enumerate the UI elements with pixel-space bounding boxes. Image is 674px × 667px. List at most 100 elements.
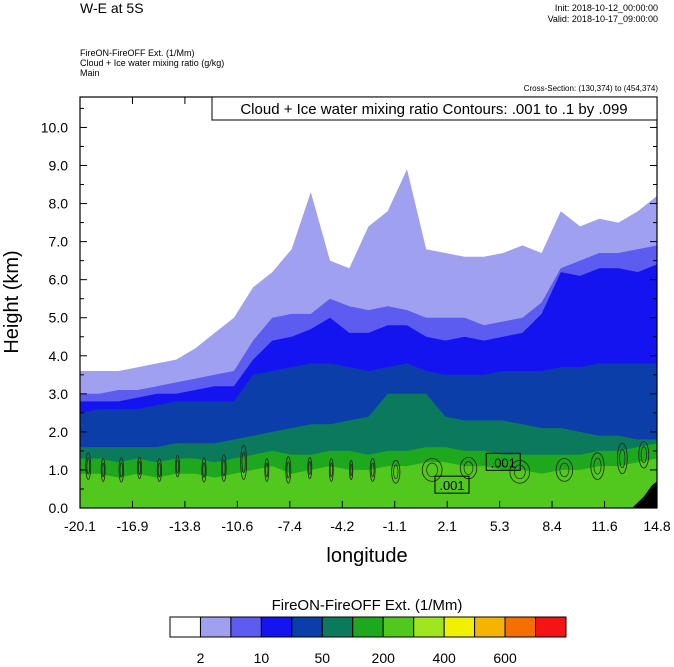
valid-time-label: Valid: 2018-10-17_09:00:00 xyxy=(547,14,658,24)
contour-labels: .001 .001 xyxy=(434,452,521,494)
contour-line xyxy=(85,452,92,480)
x-tick-label: 8.4 xyxy=(542,518,562,534)
y-tick-label: 0.0 xyxy=(49,500,69,516)
filled-contours xyxy=(80,169,657,508)
contour-line xyxy=(619,449,626,469)
y-tick-label: 6.0 xyxy=(49,272,69,288)
contour-line xyxy=(156,458,162,482)
field-info-line: Main xyxy=(80,68,100,78)
contour-line xyxy=(616,442,628,475)
contour-line xyxy=(101,462,105,478)
colorbar-box xyxy=(504,616,537,638)
contour-legend-text: Cloud + Ice water mixing ratio Contours:… xyxy=(240,101,627,118)
y-axis-title: Height (km) xyxy=(1,250,23,353)
colorbar-tick-label: 50 xyxy=(315,650,331,666)
contour-line xyxy=(421,458,443,482)
y-tick-label: 5.0 xyxy=(49,310,69,326)
colorbar-box xyxy=(413,616,445,638)
contour-line xyxy=(202,462,206,478)
field-info-line: Cloud + Ice water mixing ratio (g/kg) xyxy=(80,58,225,68)
init-time-label: Init: 2018-10-12_00:00:00 xyxy=(554,3,658,13)
contour-line xyxy=(559,462,570,478)
contour-line xyxy=(286,461,291,479)
x-tick-label: 11.6 xyxy=(591,518,617,534)
contour-line xyxy=(329,462,333,478)
x-axis-title: longitude xyxy=(326,545,407,567)
contour-line xyxy=(391,460,401,484)
contour-line xyxy=(119,462,123,478)
terrain-fill xyxy=(632,481,657,508)
contour-line xyxy=(349,463,353,477)
colorbar-box xyxy=(199,616,232,638)
contour-line xyxy=(640,446,647,464)
contour-line xyxy=(463,461,474,475)
colorbar-box xyxy=(230,616,262,638)
y-tick-label: 1.0 xyxy=(49,462,69,478)
y-tick-label: 10.0 xyxy=(41,119,68,135)
contour-legend-box xyxy=(211,96,658,121)
contour-line xyxy=(264,458,270,482)
contour-label-box xyxy=(434,475,470,494)
contour-label: .001 xyxy=(439,478,464,493)
x-tick-label: 14.8 xyxy=(643,518,670,534)
mixing-ratio-contour-lines xyxy=(85,441,650,484)
colorbar-tick-label: 400 xyxy=(432,650,456,666)
contour-line xyxy=(100,458,106,482)
field-info-block: FireON-FireOFF Ext. (1/Mm) Cloud + Ice w… xyxy=(80,48,224,78)
colorbar-tick-label: 10 xyxy=(254,650,270,666)
colorbar-tick-label: 2 xyxy=(197,650,205,666)
y-tick-label: 3.0 xyxy=(49,386,69,402)
contour-line xyxy=(555,458,574,482)
contour-line xyxy=(328,458,334,482)
plot-main-title: W-E at 5S xyxy=(80,0,144,16)
contour-line xyxy=(308,461,312,475)
x-tick-label: -1.1 xyxy=(383,518,407,534)
x-tick-label: 2.1 xyxy=(437,518,457,534)
x-tick-label: 5.3 xyxy=(490,518,510,534)
contour-line xyxy=(393,464,399,480)
colorbar xyxy=(169,616,567,638)
contour-line xyxy=(593,457,602,475)
contour-line xyxy=(201,457,207,483)
contour-legend: Cloud + Ice water mixing ratio Contours:… xyxy=(211,96,658,121)
contour-line xyxy=(241,451,246,473)
contour-label-box xyxy=(485,452,521,471)
y-tick-label: 9.0 xyxy=(49,158,69,174)
y-axis: 0.0 1.0 2.0 3.0 4.0 5.0 6.0 7.0 8.0 9.0 10.0 xyxy=(41,107,657,516)
colorbar-box xyxy=(260,616,293,638)
contour-label: .001 xyxy=(491,455,516,470)
colorbar-box xyxy=(535,616,567,638)
colorbar-tick-label: 200 xyxy=(372,650,396,666)
x-tick-label: -7.4 xyxy=(278,518,302,534)
contour-line xyxy=(590,452,605,480)
colorbar-box xyxy=(382,616,415,638)
contour-line xyxy=(86,457,90,475)
y-tick-label: 7.0 xyxy=(49,234,69,250)
contour-line xyxy=(369,458,376,482)
contour-line xyxy=(265,462,269,478)
contour-line xyxy=(370,462,375,478)
contour-line xyxy=(638,441,650,469)
colorbar-title: FireON-FireOFF Ext. (1/Mm) xyxy=(272,597,463,614)
contour-line xyxy=(349,460,354,480)
x-tick-label: -4.2 xyxy=(330,518,354,534)
cross-section-label: Cross-Section: (130,374) to (454,374) xyxy=(523,84,658,93)
colorbar-box xyxy=(291,616,323,638)
contour-fill-level-7 xyxy=(80,458,657,508)
y-tick-label: 2.0 xyxy=(49,424,69,440)
colorbar-box xyxy=(474,616,506,638)
colorbar-box xyxy=(169,616,201,638)
contour-line xyxy=(221,454,227,482)
colorbar-box xyxy=(352,616,384,638)
field-info-line: FireON-FireOFF Ext. (1/Mm) xyxy=(80,48,195,58)
colorbar-tick-labels: 2 10 50 200 400 600 xyxy=(197,650,517,666)
colorbar-box xyxy=(443,616,476,638)
contour-line xyxy=(426,462,438,478)
y-tick-label: 8.0 xyxy=(49,196,69,212)
x-tick-label: -20.1 xyxy=(64,518,96,534)
contour-line xyxy=(118,457,125,483)
contour-line xyxy=(137,456,142,480)
x-tick-label: -16.9 xyxy=(116,518,148,534)
x-tick-label: -13.8 xyxy=(169,518,201,534)
